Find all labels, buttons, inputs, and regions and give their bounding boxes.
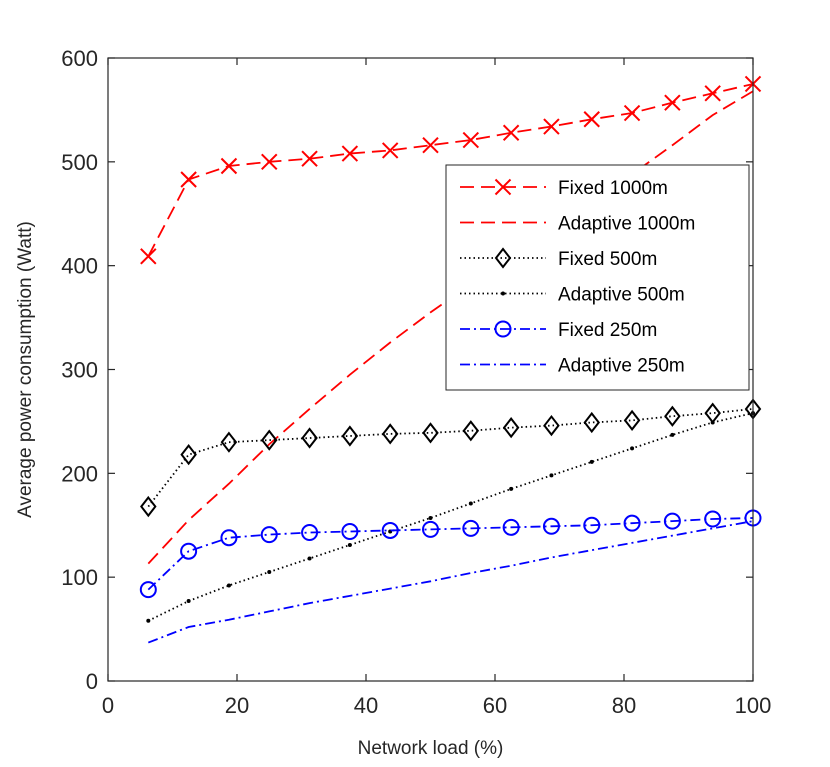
y-tick-label: 200 xyxy=(61,461,98,486)
y-tick-label: 600 xyxy=(61,46,98,71)
data-point-adaptive-500m xyxy=(226,583,231,588)
data-point-adaptive-500m xyxy=(428,515,433,520)
data-point-fixed-250m xyxy=(301,524,319,542)
legend-entry-fixed-500m: Fixed 500m xyxy=(460,247,657,270)
data-point-fixed-1000m xyxy=(220,157,238,175)
data-point-adaptive-500m xyxy=(589,459,594,464)
data-point-adaptive-500m xyxy=(146,618,151,623)
data-point-fixed-1000m xyxy=(664,94,681,111)
data-point-fixed-250m xyxy=(381,521,399,539)
data-point-fixed-250m xyxy=(542,517,560,535)
data-point-fixed-1000m xyxy=(261,153,278,171)
data-point-fixed-250m xyxy=(260,526,278,544)
data-point-adaptive-500m xyxy=(509,486,514,491)
data-point-fixed-250m xyxy=(502,518,520,536)
legend-entry-fixed-1000m: Fixed 1000m xyxy=(460,178,668,199)
series-line-fixed-1000m xyxy=(147,83,754,257)
data-point-fixed-250m xyxy=(341,522,359,540)
y-tick-label: 100 xyxy=(61,565,98,590)
data-point-fixed-500m xyxy=(623,409,641,432)
data-point-fixed-1000m xyxy=(180,171,197,188)
x-tick-label: 80 xyxy=(612,693,636,718)
data-point-adaptive-500m xyxy=(710,420,715,425)
data-point-fixed-1000m xyxy=(341,145,359,162)
legend-label: Adaptive 250m xyxy=(558,356,685,377)
data-point-fixed-1000m xyxy=(301,150,318,167)
data-point-fixed-1000m xyxy=(140,248,157,265)
y-tick-label: 400 xyxy=(61,254,98,279)
data-point-fixed-500m xyxy=(543,414,560,437)
data-point-fixed-1000m xyxy=(583,111,600,128)
data-point-fixed-500m xyxy=(664,405,681,427)
legend-marker xyxy=(494,178,512,196)
data-point-adaptive-500m xyxy=(630,446,635,451)
y-tick-label: 300 xyxy=(61,358,98,383)
legend-label: Adaptive 500m xyxy=(558,285,685,306)
data-point-fixed-500m xyxy=(180,444,197,466)
data-point-fixed-500m xyxy=(502,417,520,439)
data-point-adaptive-500m xyxy=(267,569,272,574)
legend-marker xyxy=(494,320,512,338)
data-point-fixed-250m xyxy=(139,581,157,599)
legend-label: Fixed 1000m xyxy=(558,178,668,199)
series-line-fixed-500m xyxy=(147,408,754,508)
x-tick-label: 60 xyxy=(483,693,507,718)
data-point-adaptive-500m xyxy=(347,542,352,547)
x-tick-label: 0 xyxy=(102,693,114,718)
data-point-fixed-500m xyxy=(140,495,157,518)
data-point-fixed-250m xyxy=(704,510,722,528)
data-point-adaptive-500m xyxy=(549,473,554,478)
data-point-fixed-1000m xyxy=(462,131,480,149)
legend-entry-adaptive-500m: Adaptive 500m xyxy=(460,285,685,306)
data-point-fixed-1000m xyxy=(704,85,721,102)
data-point-fixed-500m xyxy=(583,411,601,434)
legend-box xyxy=(445,164,750,391)
data-point-fixed-250m xyxy=(583,516,601,534)
x-tick-label: 40 xyxy=(354,693,378,718)
legend-entry-adaptive-250m: Adaptive 250m xyxy=(460,356,685,377)
data-point-fixed-250m xyxy=(462,519,480,537)
data-point-fixed-250m xyxy=(180,542,198,560)
data-point-fixed-250m xyxy=(422,520,439,538)
data-point-adaptive-500m xyxy=(307,556,312,561)
series-line-adaptive-500m xyxy=(147,412,754,622)
data-point-fixed-1000m xyxy=(381,142,399,159)
series-line-adaptive-250m xyxy=(147,520,754,644)
legend: Fixed 1000m Adaptive 1000m Fixed 500m Adapt… xyxy=(445,164,750,391)
data-point-fixed-1000m xyxy=(623,104,641,122)
legend-label: Adaptive 1000m xyxy=(558,214,695,235)
data-point-fixed-500m xyxy=(301,427,318,449)
data-point-fixed-500m xyxy=(422,422,439,444)
data-point-adaptive-500m xyxy=(186,599,191,604)
data-point-fixed-500m xyxy=(341,425,359,447)
data-point-fixed-250m xyxy=(663,512,681,530)
data-point-adaptive-500m xyxy=(468,501,473,506)
legend-marker xyxy=(494,247,512,269)
data-point-fixed-1000m xyxy=(543,118,560,135)
data-point-adaptive-500m xyxy=(670,432,675,437)
data-point-fixed-500m xyxy=(381,423,399,445)
data-point-fixed-500m xyxy=(462,420,480,442)
legend-marker xyxy=(501,291,505,296)
y-axis-label: Average power consumption (Watt) xyxy=(15,221,36,518)
x-tick-label: 100 xyxy=(735,693,772,718)
data-point-fixed-250m xyxy=(623,514,641,532)
legend-label: Fixed 250m xyxy=(558,320,657,341)
series-line-fixed-250m xyxy=(147,517,754,591)
data-point-fixed-250m xyxy=(220,529,238,547)
data-point-fixed-500m xyxy=(220,431,238,453)
data-point-fixed-500m xyxy=(260,429,278,451)
x-axis-label: Network load (%) xyxy=(358,738,504,759)
y-tick-label: 500 xyxy=(61,150,98,175)
data-point-fixed-1000m xyxy=(502,124,520,141)
legend-entry-fixed-250m: Fixed 250m xyxy=(460,320,657,341)
y-tick-label: 0 xyxy=(86,669,98,694)
legend-entry-adaptive-1000m: Adaptive 1000m xyxy=(460,214,695,235)
x-tick-label: 20 xyxy=(225,693,249,718)
data-point-fixed-1000m xyxy=(422,137,439,154)
legend-label: Fixed 500m xyxy=(558,249,657,270)
